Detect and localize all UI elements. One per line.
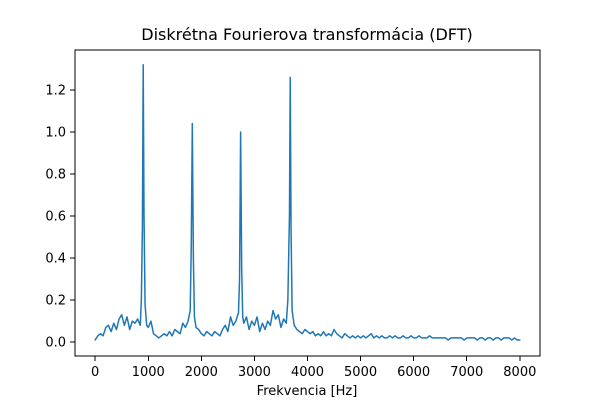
y-tick-label: 1.0 — [45, 125, 66, 140]
plot-area: 0 1000 2000 3000 4000 5000 6000 7000 8000 0.0 0.2 0… — [45, 49, 541, 380]
series-line-0 — [94, 63, 521, 341]
x-tick-label: 4000 — [291, 365, 324, 380]
y-tick-label: 0.4 — [45, 252, 66, 267]
y-tick-label: 1.2 — [45, 83, 66, 98]
x-tick-label: 6000 — [397, 365, 430, 380]
x-tick-label: 3000 — [238, 365, 271, 380]
x-tick-label: 5000 — [344, 365, 377, 380]
x-tick-label: 2000 — [185, 365, 218, 380]
chart-title: Diskrétna Fourierova transformácia (DFT) — [141, 25, 472, 44]
y-tick-label: 0.2 — [45, 294, 66, 309]
plot-frame — [74, 49, 541, 357]
y-tick-label: 0.8 — [45, 167, 66, 182]
y-tick-label: 0.0 — [45, 336, 66, 351]
x-tick-label: 1000 — [132, 365, 165, 380]
y-tick-label: 0.6 — [45, 210, 66, 225]
x-tick-label: 8000 — [503, 365, 536, 380]
x-axis-label: Frekvencia [Hz] — [257, 384, 358, 399]
x-tick-label: 0 — [91, 365, 99, 380]
x-tick-label: 7000 — [450, 365, 483, 380]
